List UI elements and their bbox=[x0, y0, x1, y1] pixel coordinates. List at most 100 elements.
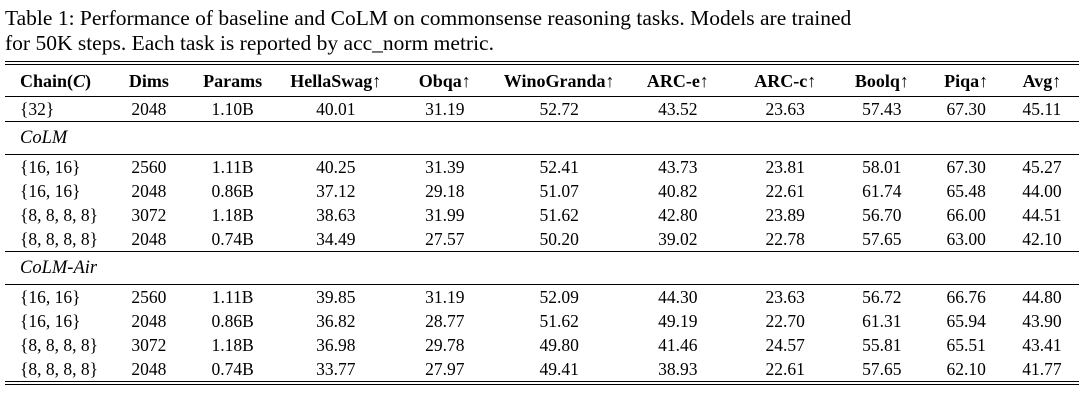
table-caption: Table 1: Performance of baseline and CoL… bbox=[5, 6, 1079, 56]
metric-value-cell: 63.00 bbox=[927, 227, 1005, 252]
metric-value-cell: 22.78 bbox=[734, 227, 837, 252]
metric-value-cell: 31.39 bbox=[425, 157, 465, 177]
chain-cell: {16, 16} bbox=[20, 157, 81, 177]
column-header-piqa: Piqa↑ bbox=[927, 65, 1005, 97]
chain-cell: {8, 8, 8, 8} bbox=[20, 359, 99, 379]
metric-value-cell: 28.77 bbox=[425, 311, 465, 331]
metric-value-cell: 22.61 bbox=[765, 181, 805, 201]
column-header-dims: Dims bbox=[111, 65, 187, 97]
metric-value-cell: 1.18B bbox=[211, 205, 254, 225]
metric-value-cell: 0.74B bbox=[211, 359, 254, 379]
data-row: {16, 16} 2560 1.11B 39.85 31.19 52.09 44.30 23.… bbox=[5, 285, 1079, 310]
metric-value-cell: 29.18 bbox=[425, 181, 465, 201]
metric-value-cell: 31.19 bbox=[425, 287, 465, 307]
metric-value-cell: 0.86B bbox=[211, 311, 254, 331]
metric-value-cell: 65.48 bbox=[946, 181, 986, 201]
metric-value-cell: 67.30 bbox=[927, 96, 1005, 122]
metric-value-cell: 43.90 bbox=[1022, 311, 1062, 331]
section-label-row: CoLM bbox=[5, 121, 1079, 155]
column-header-obqa: Obqa↑ bbox=[392, 65, 497, 97]
chain-cell: {8, 8, 8, 8} bbox=[20, 335, 99, 355]
metric-value-cell: 3072 bbox=[131, 205, 167, 225]
metric-value-cell: 2048 bbox=[131, 359, 167, 379]
metric-value-cell: 61.31 bbox=[862, 311, 902, 331]
metric-value-cell: 52.41 bbox=[539, 157, 579, 177]
metric-value-cell: 3072 bbox=[131, 335, 167, 355]
data-row: {8, 8, 8, 8} 3072 1.18B 38.63 31.99 51.62 42.8… bbox=[5, 203, 1079, 227]
metric-value-cell: 52.72 bbox=[496, 96, 622, 122]
chain-header-symbol: C bbox=[73, 71, 86, 91]
metric-value-cell: 49.19 bbox=[658, 311, 698, 331]
metric-value-cell: 50.20 bbox=[496, 227, 622, 252]
metric-value-cell: 57.43 bbox=[836, 96, 928, 122]
metric-value-cell: 62.10 bbox=[946, 359, 986, 379]
metric-value-cell: 44.30 bbox=[658, 287, 698, 307]
data-row: {16, 16} 2560 1.11B 40.25 31.39 52.41 43.73 23.… bbox=[5, 155, 1079, 180]
metric-value-cell: 67.30 bbox=[946, 157, 986, 177]
metric-value-cell: 56.70 bbox=[862, 205, 902, 225]
metric-value-cell: 37.12 bbox=[316, 181, 356, 201]
metric-value-cell: 24.57 bbox=[765, 335, 805, 355]
chain-cell: {8, 8, 8, 8} bbox=[5, 227, 112, 252]
data-row: {8, 8, 8, 8} 2048 0.74B 33.77 27.97 49.41 38.9… bbox=[5, 357, 1079, 381]
metric-value-cell: 36.98 bbox=[316, 335, 356, 355]
metric-value-cell: 52.09 bbox=[539, 287, 579, 307]
column-header-params: Params bbox=[186, 65, 279, 97]
column-header-arc-c: ARC-c↑ bbox=[734, 65, 837, 97]
metric-value-cell: 34.49 bbox=[278, 227, 393, 252]
metric-value-cell: 40.82 bbox=[658, 181, 698, 201]
metric-value-cell: 39.02 bbox=[621, 227, 735, 252]
metric-value-cell: 51.07 bbox=[539, 181, 579, 201]
metric-value-cell: 0.74B bbox=[186, 227, 279, 252]
metric-value-cell: 23.63 bbox=[765, 287, 805, 307]
bottom-double-rule bbox=[5, 381, 1079, 385]
data-row: {8, 8, 8, 8} 2048 0.74B 34.49 27.57 50.20 39.0… bbox=[5, 227, 1079, 252]
metric-value-cell: 51.62 bbox=[539, 311, 579, 331]
metric-value-cell: 23.63 bbox=[734, 96, 837, 122]
data-row: {8, 8, 8, 8} 3072 1.18B 36.98 29.78 49.80 41.4… bbox=[5, 333, 1079, 357]
column-header-boolq: Boolq↑ bbox=[836, 65, 928, 97]
column-header-avg: Avg↑ bbox=[1004, 65, 1079, 97]
column-header-winogranda: WinoGranda↑ bbox=[496, 65, 622, 97]
metric-value-cell: 2048 bbox=[131, 181, 167, 201]
section-label: CoLM bbox=[5, 121, 1079, 155]
metric-value-cell: 42.10 bbox=[1004, 227, 1079, 252]
data-row: {16, 16} 2048 0.86B 36.82 28.77 51.62 49.19 22.… bbox=[5, 309, 1079, 333]
metric-value-cell: 29.78 bbox=[425, 335, 465, 355]
metric-value-cell: 2560 bbox=[131, 157, 167, 177]
section-label: CoLM-Air bbox=[5, 251, 1079, 285]
metric-value-cell: 0.86B bbox=[211, 181, 254, 201]
metric-value-cell: 57.65 bbox=[862, 359, 902, 379]
metric-value-cell: 2560 bbox=[131, 287, 167, 307]
metric-value-cell: 41.77 bbox=[1022, 359, 1062, 379]
metric-value-cell: 41.46 bbox=[658, 335, 698, 355]
metric-value-cell: 2048 bbox=[111, 96, 187, 122]
chain-cell: {16, 16} bbox=[20, 181, 81, 201]
metric-value-cell: 44.51 bbox=[1022, 205, 1062, 225]
column-header-arc-e: ARC-e↑ bbox=[621, 65, 735, 97]
metric-value-cell: 56.72 bbox=[862, 287, 902, 307]
metric-value-cell: 1.11B bbox=[211, 287, 254, 307]
chain-cell: {16, 16} bbox=[20, 311, 81, 331]
metric-value-cell: 65.94 bbox=[946, 311, 986, 331]
metric-value-cell: 1.18B bbox=[211, 335, 254, 355]
results-table-block: Chain(C) Dims Params HellaSwag↑ Obqa↑ Wi… bbox=[5, 61, 1079, 385]
metric-value-cell: 61.74 bbox=[862, 181, 902, 201]
metric-value-cell: 66.00 bbox=[946, 205, 986, 225]
chain-cell: {32} bbox=[5, 96, 112, 122]
metric-value-cell: 45.27 bbox=[1022, 157, 1062, 177]
chain-header-suffix: ) bbox=[85, 71, 92, 91]
top-double-rule bbox=[5, 61, 1079, 65]
metric-value-cell: 1.11B bbox=[211, 157, 254, 177]
metric-value-cell: 23.81 bbox=[765, 157, 805, 177]
chain-header-prefix: Chain( bbox=[20, 71, 74, 91]
metric-value-cell: 27.97 bbox=[425, 359, 465, 379]
caption-line-2: for 50K steps. Each task is reported by … bbox=[5, 31, 494, 55]
metric-value-cell: 2048 bbox=[131, 311, 167, 331]
metric-value-cell: 65.51 bbox=[946, 335, 986, 355]
metric-value-cell: 36.82 bbox=[316, 311, 356, 331]
metric-value-cell: 1.10B bbox=[186, 96, 279, 122]
table-body: {32} 2048 1.10B 40.01 31.19 52.72 43.52 23.63 57… bbox=[5, 96, 1079, 382]
metric-value-cell: 55.81 bbox=[862, 335, 902, 355]
